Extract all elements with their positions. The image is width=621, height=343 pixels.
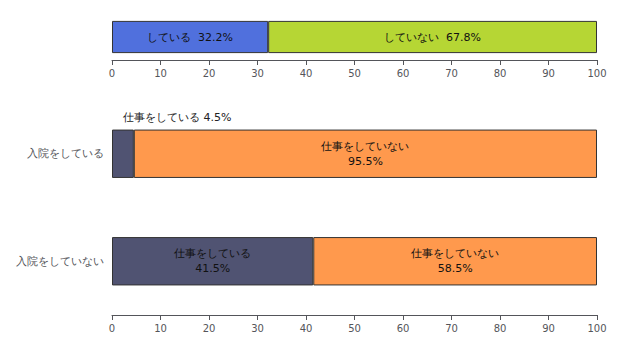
svg-text:20: 20 (203, 68, 216, 79)
svg-text:20: 20 (203, 323, 216, 334)
svg-text:していない 67.8%: していない 67.8% (384, 31, 481, 44)
svg-text:30: 30 (251, 323, 264, 334)
svg-text:80: 80 (494, 323, 507, 334)
svg-text:100: 100 (587, 323, 606, 334)
svg-text:30: 30 (251, 68, 264, 79)
svg-text:入院をしている: 入院をしている (27, 147, 104, 160)
svg-text:仕事をしている: 仕事をしている (174, 247, 251, 260)
svg-text:60: 60 (397, 68, 410, 79)
svg-text:している 32.2%: している 32.2% (147, 31, 233, 44)
svg-text:50: 50 (348, 323, 361, 334)
svg-text:70: 70 (445, 68, 458, 79)
svg-text:58.5%: 58.5% (438, 262, 473, 275)
svg-text:90: 90 (542, 68, 555, 79)
svg-text:80: 80 (494, 68, 507, 79)
svg-text:95.5%: 95.5% (348, 155, 383, 168)
svg-text:仕事をしている 4.5%: 仕事をしている 4.5% (123, 111, 231, 124)
svg-text:0: 0 (109, 68, 115, 79)
svg-text:10: 10 (154, 68, 167, 79)
svg-text:40: 40 (300, 68, 313, 79)
svg-text:100: 100 (587, 68, 606, 79)
svg-text:仕事をしていない: 仕事をしていない (321, 140, 409, 153)
svg-text:70: 70 (445, 323, 458, 334)
svg-text:90: 90 (542, 323, 555, 334)
svg-text:入院をしていない: 入院をしていない (16, 255, 104, 268)
svg-text:60: 60 (397, 323, 410, 334)
svg-text:50: 50 (348, 68, 361, 79)
svg-text:仕事をしていない: 仕事をしていない (411, 247, 499, 260)
svg-text:10: 10 (154, 323, 167, 334)
svg-text:41.5%: 41.5% (195, 262, 230, 275)
svg-text:0: 0 (109, 323, 115, 334)
svg-text:40: 40 (300, 323, 313, 334)
